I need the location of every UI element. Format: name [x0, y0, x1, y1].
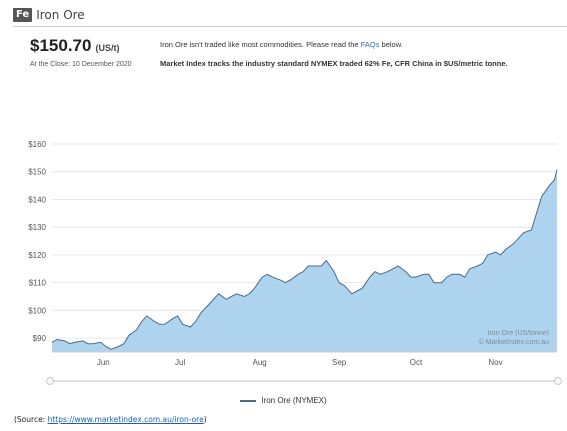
price-chart[interactable]: $90 $100 $110 $120 $130 $140 $150 $160 Jun Jul Au…	[0, 130, 567, 390]
legend-label: Iron Ore (NYMEX)	[261, 396, 327, 405]
price-unit: (US/t)	[95, 43, 120, 53]
info-notice-end: below.	[379, 40, 403, 49]
navigator-track[interactable]	[50, 380, 558, 382]
source-link[interactable]: https://www.marketindex.com.au/iron-ore	[47, 415, 204, 424]
info-block: Iron Ore isn't traded like most commodit…	[160, 40, 560, 68]
x-tick-label: Oct	[410, 358, 423, 367]
navigator-right-handle[interactable]	[554, 377, 562, 385]
chart-legend[interactable]: Iron Ore (NYMEX)	[0, 396, 567, 405]
close-date: At the Close: 10 December 2020	[30, 61, 132, 68]
x-tick-label: Nov	[488, 358, 502, 367]
chart-watermark: Iron Ore (US/tonne) © MarketIndex.com.au	[478, 330, 549, 346]
source-suffix: )	[203, 415, 207, 424]
y-tick-label: $90	[33, 334, 47, 343]
y-tick-label: $110	[29, 279, 47, 288]
legend-line-icon	[240, 399, 257, 402]
info-notice-text: Iron Ore isn't traded like most commodit…	[160, 40, 361, 49]
y-tick-label: $150	[28, 168, 46, 177]
commodity-header: Fe Iron Ore	[13, 4, 567, 26]
series-line	[51, 169, 558, 350]
y-tick-label: $120	[28, 251, 46, 260]
series-area-fill	[52, 169, 557, 352]
price-value: $150.70	[30, 36, 92, 55]
x-axis-labels: Jun Jul Aug Sep Oct Nov	[97, 358, 503, 367]
watermark-line2: © MarketIndex.com.au	[478, 338, 549, 346]
y-tick-label: $160	[28, 140, 46, 149]
info-notice: Iron Ore isn't traded like most commodit…	[160, 40, 560, 49]
x-tick-label: Aug	[253, 358, 267, 367]
watermark-line1: Iron Ore (US/tonne)	[488, 330, 549, 337]
chart-area	[51, 169, 558, 353]
y-axis-labels: $90 $100 $110 $120 $130 $140 $150 $160	[28, 140, 46, 343]
price-block: $150.70 (US/t) At the Close: 10 December…	[30, 36, 150, 68]
faq-link[interactable]: FAQs	[360, 40, 380, 49]
source-prefix: (Source:	[14, 415, 48, 424]
x-tick-label: Sep	[332, 358, 347, 367]
source-note: (Source: https://www.marketindex.com.au/…	[14, 415, 207, 424]
header-divider	[13, 26, 567, 27]
y-tick-label: $130	[28, 223, 46, 232]
navigator-left-handle[interactable]	[46, 377, 54, 385]
x-tick-label: Jun	[97, 358, 110, 367]
x-tick-label: Jul	[175, 358, 185, 367]
info-tracking-note: Market Index tracks the industry standar…	[160, 59, 508, 68]
commodity-title: Iron Ore	[36, 8, 85, 22]
y-tick-label: $100	[28, 306, 46, 315]
range-navigator[interactable]	[46, 377, 562, 385]
symbol-badge: Fe	[13, 8, 33, 22]
y-tick-label: $140	[28, 195, 46, 204]
